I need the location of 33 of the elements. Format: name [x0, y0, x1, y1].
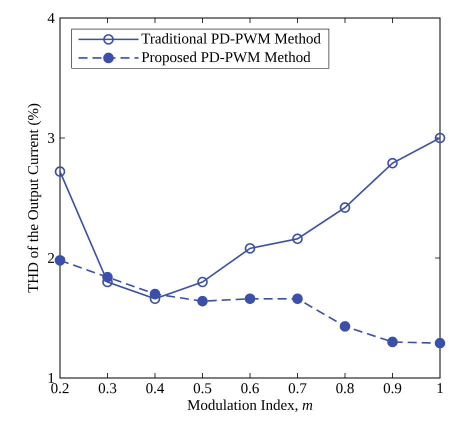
y-tick-label: 3	[48, 132, 54, 143]
legend-label: Traditional PD-PWM Method	[142, 33, 321, 44]
point	[197, 296, 208, 306]
y-tick-label: 1	[48, 373, 54, 383]
point	[434, 338, 446, 348]
point	[387, 158, 398, 168]
x-tick-label: 0.8	[336, 383, 354, 394]
point	[387, 336, 398, 348]
x-tick-label: 0.3	[98, 383, 116, 394]
y-tick-label: 4	[48, 13, 55, 23]
y-axis-title: THD of the Output Current (%)	[27, 104, 42, 293]
point	[197, 276, 208, 288]
point	[244, 293, 256, 304]
point	[292, 233, 303, 244]
x-tick-label: 0.4	[146, 383, 164, 394]
x-tick-label: 0.6	[241, 383, 259, 394]
x-axis-title: Modulation Index, m	[188, 399, 312, 412]
point	[102, 272, 113, 282]
point	[340, 321, 350, 332]
x-tick-label: 0.5	[194, 383, 212, 394]
x-tick-label: 0.2	[51, 383, 69, 394]
point	[244, 243, 256, 254]
point	[150, 288, 160, 300]
point	[434, 132, 446, 144]
point	[340, 202, 350, 213]
point	[54, 255, 66, 266]
x-tick-label: 0.9	[384, 383, 402, 394]
legend-label: Proposed PD-PWM Method	[142, 52, 310, 66]
point	[54, 166, 66, 177]
x-tick-label: 0.7	[288, 383, 306, 394]
x-tick-label: 1	[438, 383, 443, 394]
point	[292, 293, 303, 304]
y-tick-label: 2	[48, 253, 54, 263]
